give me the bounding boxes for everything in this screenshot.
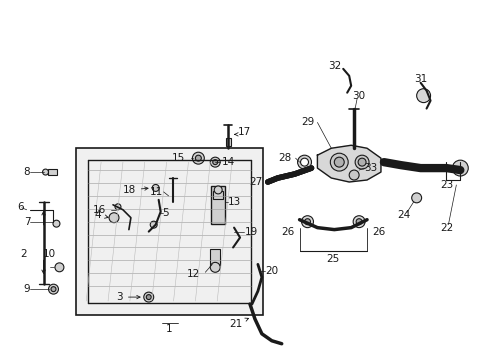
Circle shape — [416, 89, 429, 103]
Circle shape — [352, 216, 365, 228]
Circle shape — [334, 157, 344, 167]
Circle shape — [48, 284, 59, 294]
Circle shape — [330, 153, 347, 171]
Text: 25: 25 — [326, 255, 339, 264]
Bar — [210, 249, 220, 265]
Text: 28: 28 — [278, 153, 291, 163]
Text: 2: 2 — [20, 249, 27, 260]
Text: 7: 7 — [24, 217, 30, 227]
Text: 29: 29 — [301, 117, 314, 127]
Circle shape — [348, 170, 358, 180]
Circle shape — [300, 158, 308, 166]
Circle shape — [150, 221, 157, 228]
Circle shape — [304, 219, 310, 225]
Circle shape — [451, 160, 468, 176]
Circle shape — [109, 213, 119, 223]
Text: 21: 21 — [228, 318, 248, 329]
Circle shape — [51, 287, 56, 292]
Text: 14: 14 — [222, 157, 235, 167]
Circle shape — [55, 263, 64, 272]
Text: 23: 23 — [439, 180, 452, 190]
Circle shape — [143, 292, 153, 302]
Circle shape — [210, 157, 220, 167]
Circle shape — [357, 158, 366, 166]
Bar — [213, 191, 223, 199]
FancyBboxPatch shape — [76, 148, 263, 315]
Text: 18: 18 — [122, 185, 148, 195]
Circle shape — [297, 155, 311, 169]
Circle shape — [411, 193, 421, 203]
Text: 15: 15 — [172, 153, 185, 163]
Circle shape — [301, 216, 313, 228]
Text: 22: 22 — [439, 222, 452, 233]
Text: 1: 1 — [166, 324, 173, 334]
Circle shape — [115, 204, 121, 210]
Text: 11: 11 — [149, 187, 163, 197]
Circle shape — [53, 220, 60, 227]
Text: 16: 16 — [93, 205, 106, 215]
Text: 30: 30 — [352, 91, 365, 101]
Text: 33: 33 — [364, 163, 377, 173]
Text: 8: 8 — [24, 167, 30, 177]
Text: 27: 27 — [249, 177, 263, 187]
Text: 32: 32 — [327, 61, 341, 71]
Circle shape — [355, 219, 361, 225]
Text: 20: 20 — [264, 266, 277, 276]
Text: 17: 17 — [238, 127, 251, 138]
Text: 3: 3 — [116, 292, 140, 302]
Circle shape — [212, 159, 217, 165]
Text: 9: 9 — [24, 284, 30, 294]
Text: 10: 10 — [43, 249, 56, 260]
Bar — [48, 169, 57, 175]
Text: 12: 12 — [187, 269, 200, 279]
Text: 24: 24 — [396, 210, 409, 220]
Text: 5: 5 — [163, 208, 169, 218]
Circle shape — [214, 186, 222, 194]
Bar — [225, 138, 230, 146]
Text: 4: 4 — [94, 210, 108, 220]
Text: 19: 19 — [244, 226, 258, 237]
Text: 31: 31 — [413, 74, 427, 84]
Text: 6: 6 — [17, 202, 23, 212]
Circle shape — [152, 184, 159, 192]
Circle shape — [192, 152, 204, 164]
Text: 26: 26 — [371, 226, 385, 237]
Circle shape — [146, 294, 151, 300]
Circle shape — [195, 155, 201, 161]
Text: 13: 13 — [228, 197, 241, 207]
Bar — [211, 186, 224, 224]
Circle shape — [210, 262, 220, 272]
Text: 26: 26 — [281, 226, 294, 237]
Polygon shape — [317, 145, 380, 182]
Circle shape — [42, 169, 48, 175]
Circle shape — [354, 155, 368, 169]
